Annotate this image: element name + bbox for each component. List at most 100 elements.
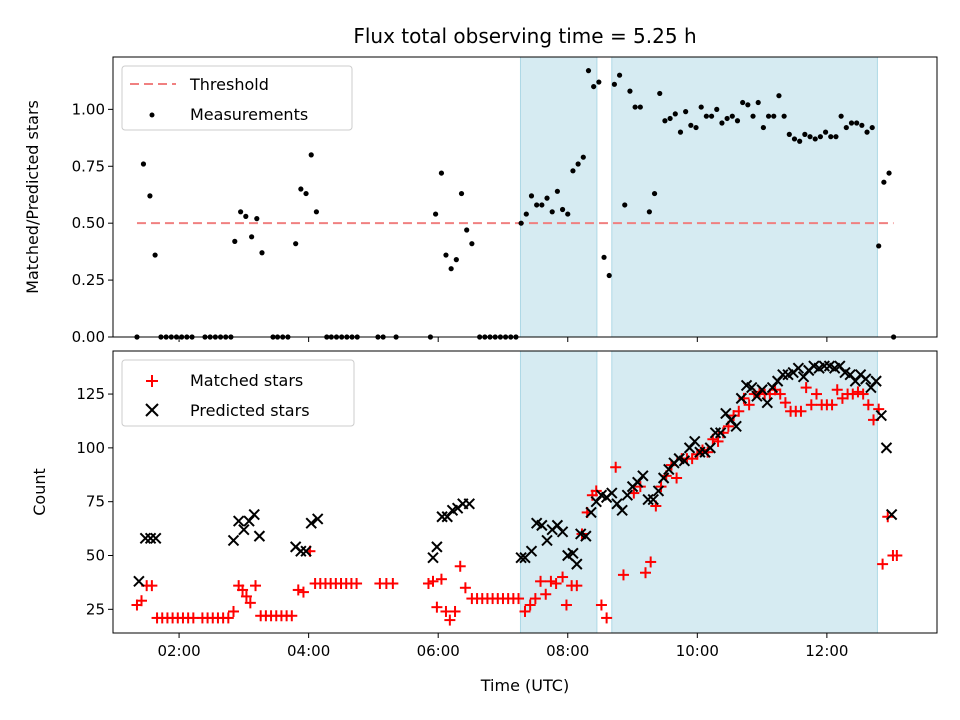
x-tick-label: 02:00 [157,642,200,660]
measurement-point [570,168,576,174]
measurement-point [745,102,751,108]
legend-measurements-label: Measurements [190,105,308,124]
measurement-point [601,254,607,260]
measurement-point [443,252,449,258]
matched-star-point [524,599,536,611]
predicted-star-point [735,392,748,405]
predicted-star-point [139,532,152,544]
predicted-star-point [585,506,597,519]
measurement-point [575,161,581,167]
predicted-star-point [621,489,634,501]
measurement-point [232,238,238,244]
matched-star-point [671,472,683,484]
predicted-star-point [746,381,758,394]
predicted-star-point [818,360,830,372]
bottom-legend: Matched stars Predicted stars [121,359,355,427]
x-tick-label: 10:00 [676,642,719,660]
matched-star-point [513,593,525,605]
predicted-star-point [311,513,324,525]
bottom-y-tick-label: 75 [86,493,105,511]
measurement-point [303,190,309,197]
matched-star-point [852,386,864,398]
top-y-tick-label: 0.75 [72,157,105,175]
measurement-point [838,113,844,119]
bottom-y-tick-label: 125 [76,385,105,403]
measurement-point [693,124,699,131]
measurement-point [776,93,782,99]
measurement-point [565,211,571,217]
measurement-point [750,113,756,119]
matched-star-point [847,388,859,400]
top-panel: 0.00 0.25 0.50 0.75 1.00 Matched/Predicted s… [23,56,938,346]
predicted-star-point [427,551,439,564]
predicted-star-point [227,534,240,547]
predicted-star-point [295,545,307,557]
measurement-points [134,68,897,340]
top-observing-windows [519,56,878,338]
measurement-point [453,257,459,263]
measurement-point [734,118,741,124]
matched-star-point [545,575,557,587]
matched-star-point [891,550,903,562]
measurement-point [817,134,823,140]
measurement-point [828,134,834,140]
matched-star-point [550,577,562,589]
legend-measurements-swatch [149,112,155,118]
measurement-point [802,131,808,137]
measurement-point [672,111,678,117]
matched-star-point [427,575,439,587]
measurement-point [259,250,265,256]
bottom-observing-window [519,350,598,634]
measurement-point [632,104,638,110]
predicted-star-point [248,508,260,521]
matched-star-point [292,584,304,596]
matched-star-point [136,595,148,607]
measurement-point [843,124,849,131]
legend-predicted-label: Predicted stars [190,401,310,420]
predicted-star-point [792,362,805,374]
measurement-point [781,113,787,119]
matched-star-point [237,584,249,596]
measurement-point [438,170,445,176]
bottom-y-axis-label: Count [30,468,49,516]
count-points [131,360,903,626]
x-axis-label: Time (UTC) [480,676,569,695]
predicted-star-point [678,455,691,467]
predicted-star-point [860,373,872,385]
matched-star-point [297,586,309,598]
matched-star-point [655,481,667,493]
matched-star-point [351,577,363,589]
measurement-point [147,193,153,199]
measurement-point [833,134,839,140]
matched-star-point [227,605,239,617]
x-tick-label: 08:00 [546,642,589,660]
measurement-point [596,79,602,85]
predicted-star-point [777,368,789,381]
bottom-y-ticks: 25 50 75 100 125 [76,385,113,618]
legend-matched-label: Matched stars [190,371,303,390]
x-tick-label: 04:00 [287,642,330,660]
matched-star-point [743,399,755,411]
measurement-point [528,193,535,199]
measurement-point [876,243,882,249]
matched-star-point [431,601,443,613]
predicted-star-point [253,530,266,542]
matched-star-point [601,612,613,624]
matched-star-point [712,435,724,447]
matched-star-point [645,556,657,568]
predicted-star-point [689,435,701,448]
measurement-point [627,88,633,94]
matched-star-point [459,582,471,594]
matched-star-point [222,612,234,624]
predicted-star-point [305,517,317,529]
measurement-point [585,68,592,74]
top-y-tick-label: 0.25 [72,271,105,289]
legend-matched-swatch [146,375,158,387]
matched-star-point [826,399,838,411]
measurement-point [549,209,555,215]
measurement-point [544,195,550,201]
measurement-point [881,179,887,185]
measurement-point [859,122,865,128]
measurement-point [637,104,643,110]
